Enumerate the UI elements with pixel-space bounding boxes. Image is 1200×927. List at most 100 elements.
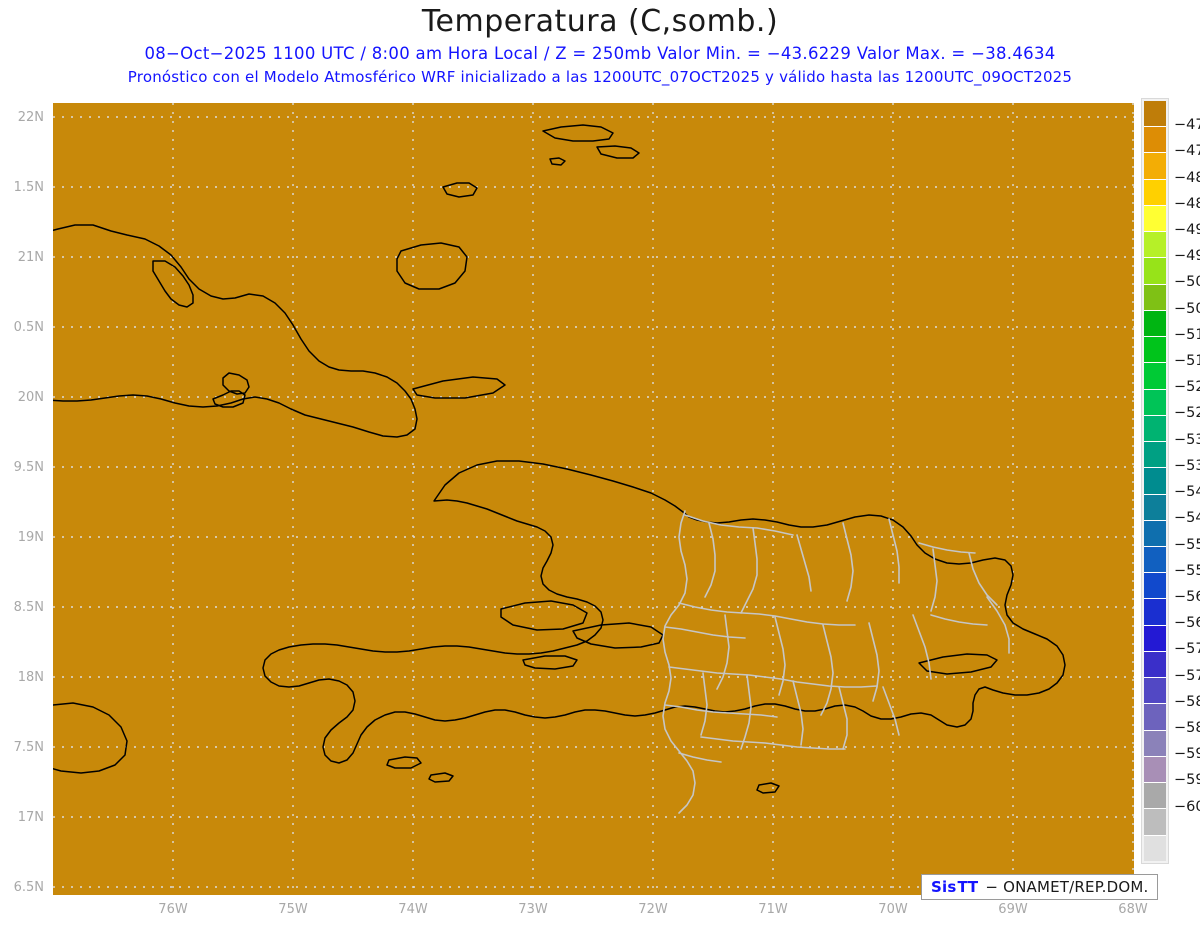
colorbar-segments <box>1144 101 1166 861</box>
colorbar-tick-55: −55 <box>1174 536 1200 553</box>
colorbar-tick-47: −47 <box>1174 117 1200 134</box>
logo-sis-text: Sis <box>931 878 957 896</box>
xlabel-73W: 73W <box>518 902 548 917</box>
colorbar-segment-23 <box>1144 704 1166 731</box>
xlabel-72W: 72W <box>638 902 668 917</box>
xlabel-75W: 75W <box>278 902 308 917</box>
coastline-cay-1 <box>542 124 614 142</box>
border-dr-haiti <box>662 510 696 814</box>
colorbar-segment-9 <box>1144 337 1166 364</box>
coastline-jamaica <box>53 702 128 774</box>
colorbar-tick-515: −51.5 <box>1174 353 1200 370</box>
colorbar-tick-575: −57.5 <box>1174 667 1200 684</box>
colorbar-segment-22 <box>1144 678 1166 705</box>
map-gridlines <box>53 103 1134 895</box>
colorbar-segment-8 <box>1144 310 1166 338</box>
colorbar-segment-2 <box>1144 153 1166 180</box>
coastline-cay-4 <box>442 182 478 198</box>
logo-agency-text: − ONAMET/REP.DOM. <box>985 878 1149 896</box>
colorbar-tick-49: −49 <box>1174 222 1200 239</box>
colorbar-segment-0 <box>1144 101 1166 128</box>
colorbar-segment-15 <box>1144 494 1166 521</box>
colorbar-tick-58: −58 <box>1174 693 1200 710</box>
coastline-cuba-tip <box>212 390 246 408</box>
colorbar-tick-505: −50.5 <box>1174 300 1200 317</box>
colorbar-tick-60: −60 <box>1174 798 1200 815</box>
colorbar-tick-50: −50 <box>1174 274 1200 291</box>
colorbar-tick-495: −49.5 <box>1174 248 1200 265</box>
xlabel-70W: 70W <box>878 902 908 917</box>
colorbar-tick-545: −54.5 <box>1174 510 1200 527</box>
coastline-lake-saumatre <box>522 655 578 670</box>
colorbar-segment-26 <box>1144 783 1166 810</box>
colorbar-segment-28 <box>1144 835 1166 861</box>
ylabel-22N: 22N <box>17 110 44 125</box>
coastline-gonave <box>500 600 588 631</box>
coastline-hispaniola <box>262 460 1066 764</box>
colorbar-tick-57: −57 <box>1174 641 1200 658</box>
coastline-cuba <box>53 224 418 438</box>
map-background <box>53 103 1134 895</box>
xlabel-69W: 69W <box>998 902 1028 917</box>
coastline-ile-a-vache <box>386 756 422 769</box>
colorbar-segment-18 <box>1144 573 1166 600</box>
colorbar-segment-17 <box>1144 546 1166 574</box>
colorbar-segment-1 <box>1144 127 1166 154</box>
colorbar-tick-48: −48 <box>1174 169 1200 186</box>
colorbar-segment-20 <box>1144 625 1166 652</box>
logo-symbol: ΤΤ <box>957 878 979 896</box>
page-title: Temperatura (C,somb.) <box>421 4 779 39</box>
coastline-cuba-inlet <box>222 372 250 395</box>
coastline-cay-2 <box>596 145 640 159</box>
colorbar-segment-3 <box>1144 179 1166 206</box>
coastline-small-isle-1 <box>428 772 454 783</box>
colorbar-segment-7 <box>1144 284 1166 311</box>
ylabel-21N: 21N <box>17 250 44 265</box>
map-svg <box>53 103 1134 895</box>
ylabel-20N: 20N <box>17 390 44 405</box>
colorbar-segment-6 <box>1144 258 1166 285</box>
colorbar-tick-53: −53 <box>1174 431 1200 448</box>
sistt-onamet-logo: Sis ΤΤ − ONAMET/REP.DOM. <box>921 874 1159 900</box>
forecast-model-line: Pronóstico con el Modelo Atmosférico WRF… <box>127 68 1073 86</box>
colorbar-segment-27 <box>1144 809 1166 836</box>
colorbar-segment-13 <box>1144 442 1166 469</box>
colorbar-tick-585: −58.5 <box>1174 719 1200 736</box>
colorbar-segment-19 <box>1144 599 1166 626</box>
colorbar-tick-595: −59.5 <box>1174 772 1200 789</box>
colorbar-segment-11 <box>1144 389 1166 416</box>
coastline-lake-enriquillo <box>572 622 664 649</box>
colorbar-tick-51: −51 <box>1174 326 1200 343</box>
coastlines <box>53 124 1096 895</box>
ylabel-19N: 19N <box>17 530 44 545</box>
coastline-cay-3 <box>549 157 566 166</box>
xlabel-76W: 76W <box>158 902 188 917</box>
colorbar-segment-25 <box>1144 756 1166 784</box>
colorbar-segment-10 <box>1144 363 1166 390</box>
coastline-inagua <box>396 242 468 290</box>
colorbar-tick-52: −52 <box>1174 379 1200 396</box>
ylabel-17.5N: 7.5N <box>13 740 44 755</box>
colorbar-tick-56: −56 <box>1174 588 1200 605</box>
coastline-tortuga <box>412 376 506 399</box>
colorbar[interactable] <box>1141 98 1169 864</box>
colorbar-tick-535: −53.5 <box>1174 457 1200 474</box>
colorbar-segment-12 <box>1144 415 1166 443</box>
colorbar-segment-5 <box>1144 232 1166 259</box>
colorbar-tick-565: −56.5 <box>1174 615 1200 632</box>
xlabel-74W: 74W <box>398 902 428 917</box>
ylabel-18N: 18N <box>17 670 44 685</box>
ylabel-19.5N: 9.5N <box>13 460 44 475</box>
province-borders <box>662 510 1010 814</box>
xlabel-68W: 68W <box>1118 902 1148 917</box>
ylabel-18.5N: 8.5N <box>13 600 44 615</box>
colorbar-tick-475: −47.5 <box>1174 143 1200 160</box>
colorbar-segment-16 <box>1144 520 1166 547</box>
colorbar-tick-485: −48.5 <box>1174 195 1200 212</box>
map-plot-area[interactable] <box>53 103 1134 895</box>
colorbar-segment-21 <box>1144 651 1166 679</box>
colorbar-segment-4 <box>1144 205 1166 233</box>
ylabel-21.5N: 1.5N <box>13 180 44 195</box>
colorbar-tick-525: −52.5 <box>1174 405 1200 422</box>
